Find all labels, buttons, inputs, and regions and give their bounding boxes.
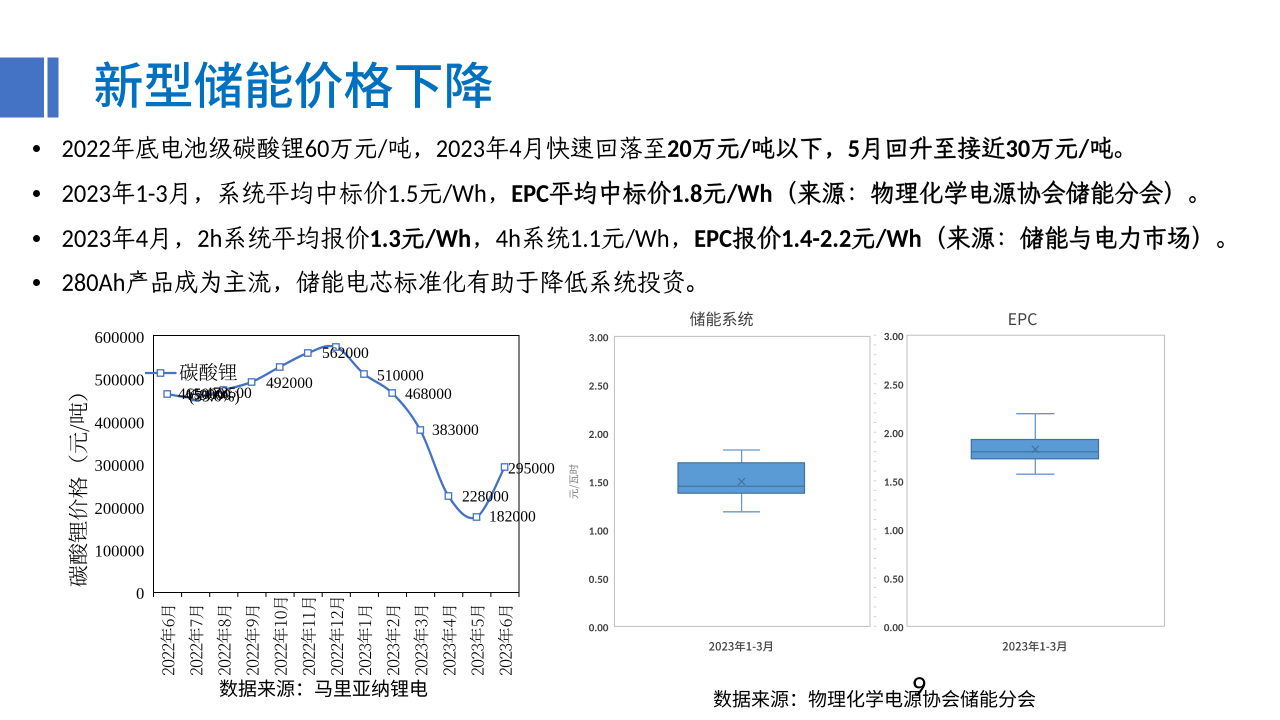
svg-text:510000: 510000 xyxy=(377,368,424,385)
svg-text:465000: 465000 xyxy=(178,386,225,403)
svg-text:459000: 459000 xyxy=(184,387,231,404)
svg-text:182000: 182000 xyxy=(489,509,536,526)
svg-text:500000: 500000 xyxy=(95,371,145,390)
svg-text:562000: 562000 xyxy=(322,345,369,362)
svg-text:300000: 300000 xyxy=(95,456,145,475)
svg-text:468000: 468000 xyxy=(405,386,452,403)
svg-text:600000: 600000 xyxy=(95,328,145,347)
svg-text:228000: 228000 xyxy=(462,489,509,506)
svg-text:100000: 100000 xyxy=(95,542,145,561)
svg-text:473500: 473500 xyxy=(205,385,252,402)
svg-text:383000: 383000 xyxy=(432,422,479,439)
svg-text:400000: 400000 xyxy=(95,413,145,432)
svg-text:492000: 492000 xyxy=(266,375,313,392)
svg-text:200000: 200000 xyxy=(95,499,145,518)
svg-text:(53.6%): (53.6%) xyxy=(189,389,240,406)
svg-text:0: 0 xyxy=(136,584,144,603)
svg-text:295000: 295000 xyxy=(508,461,555,478)
